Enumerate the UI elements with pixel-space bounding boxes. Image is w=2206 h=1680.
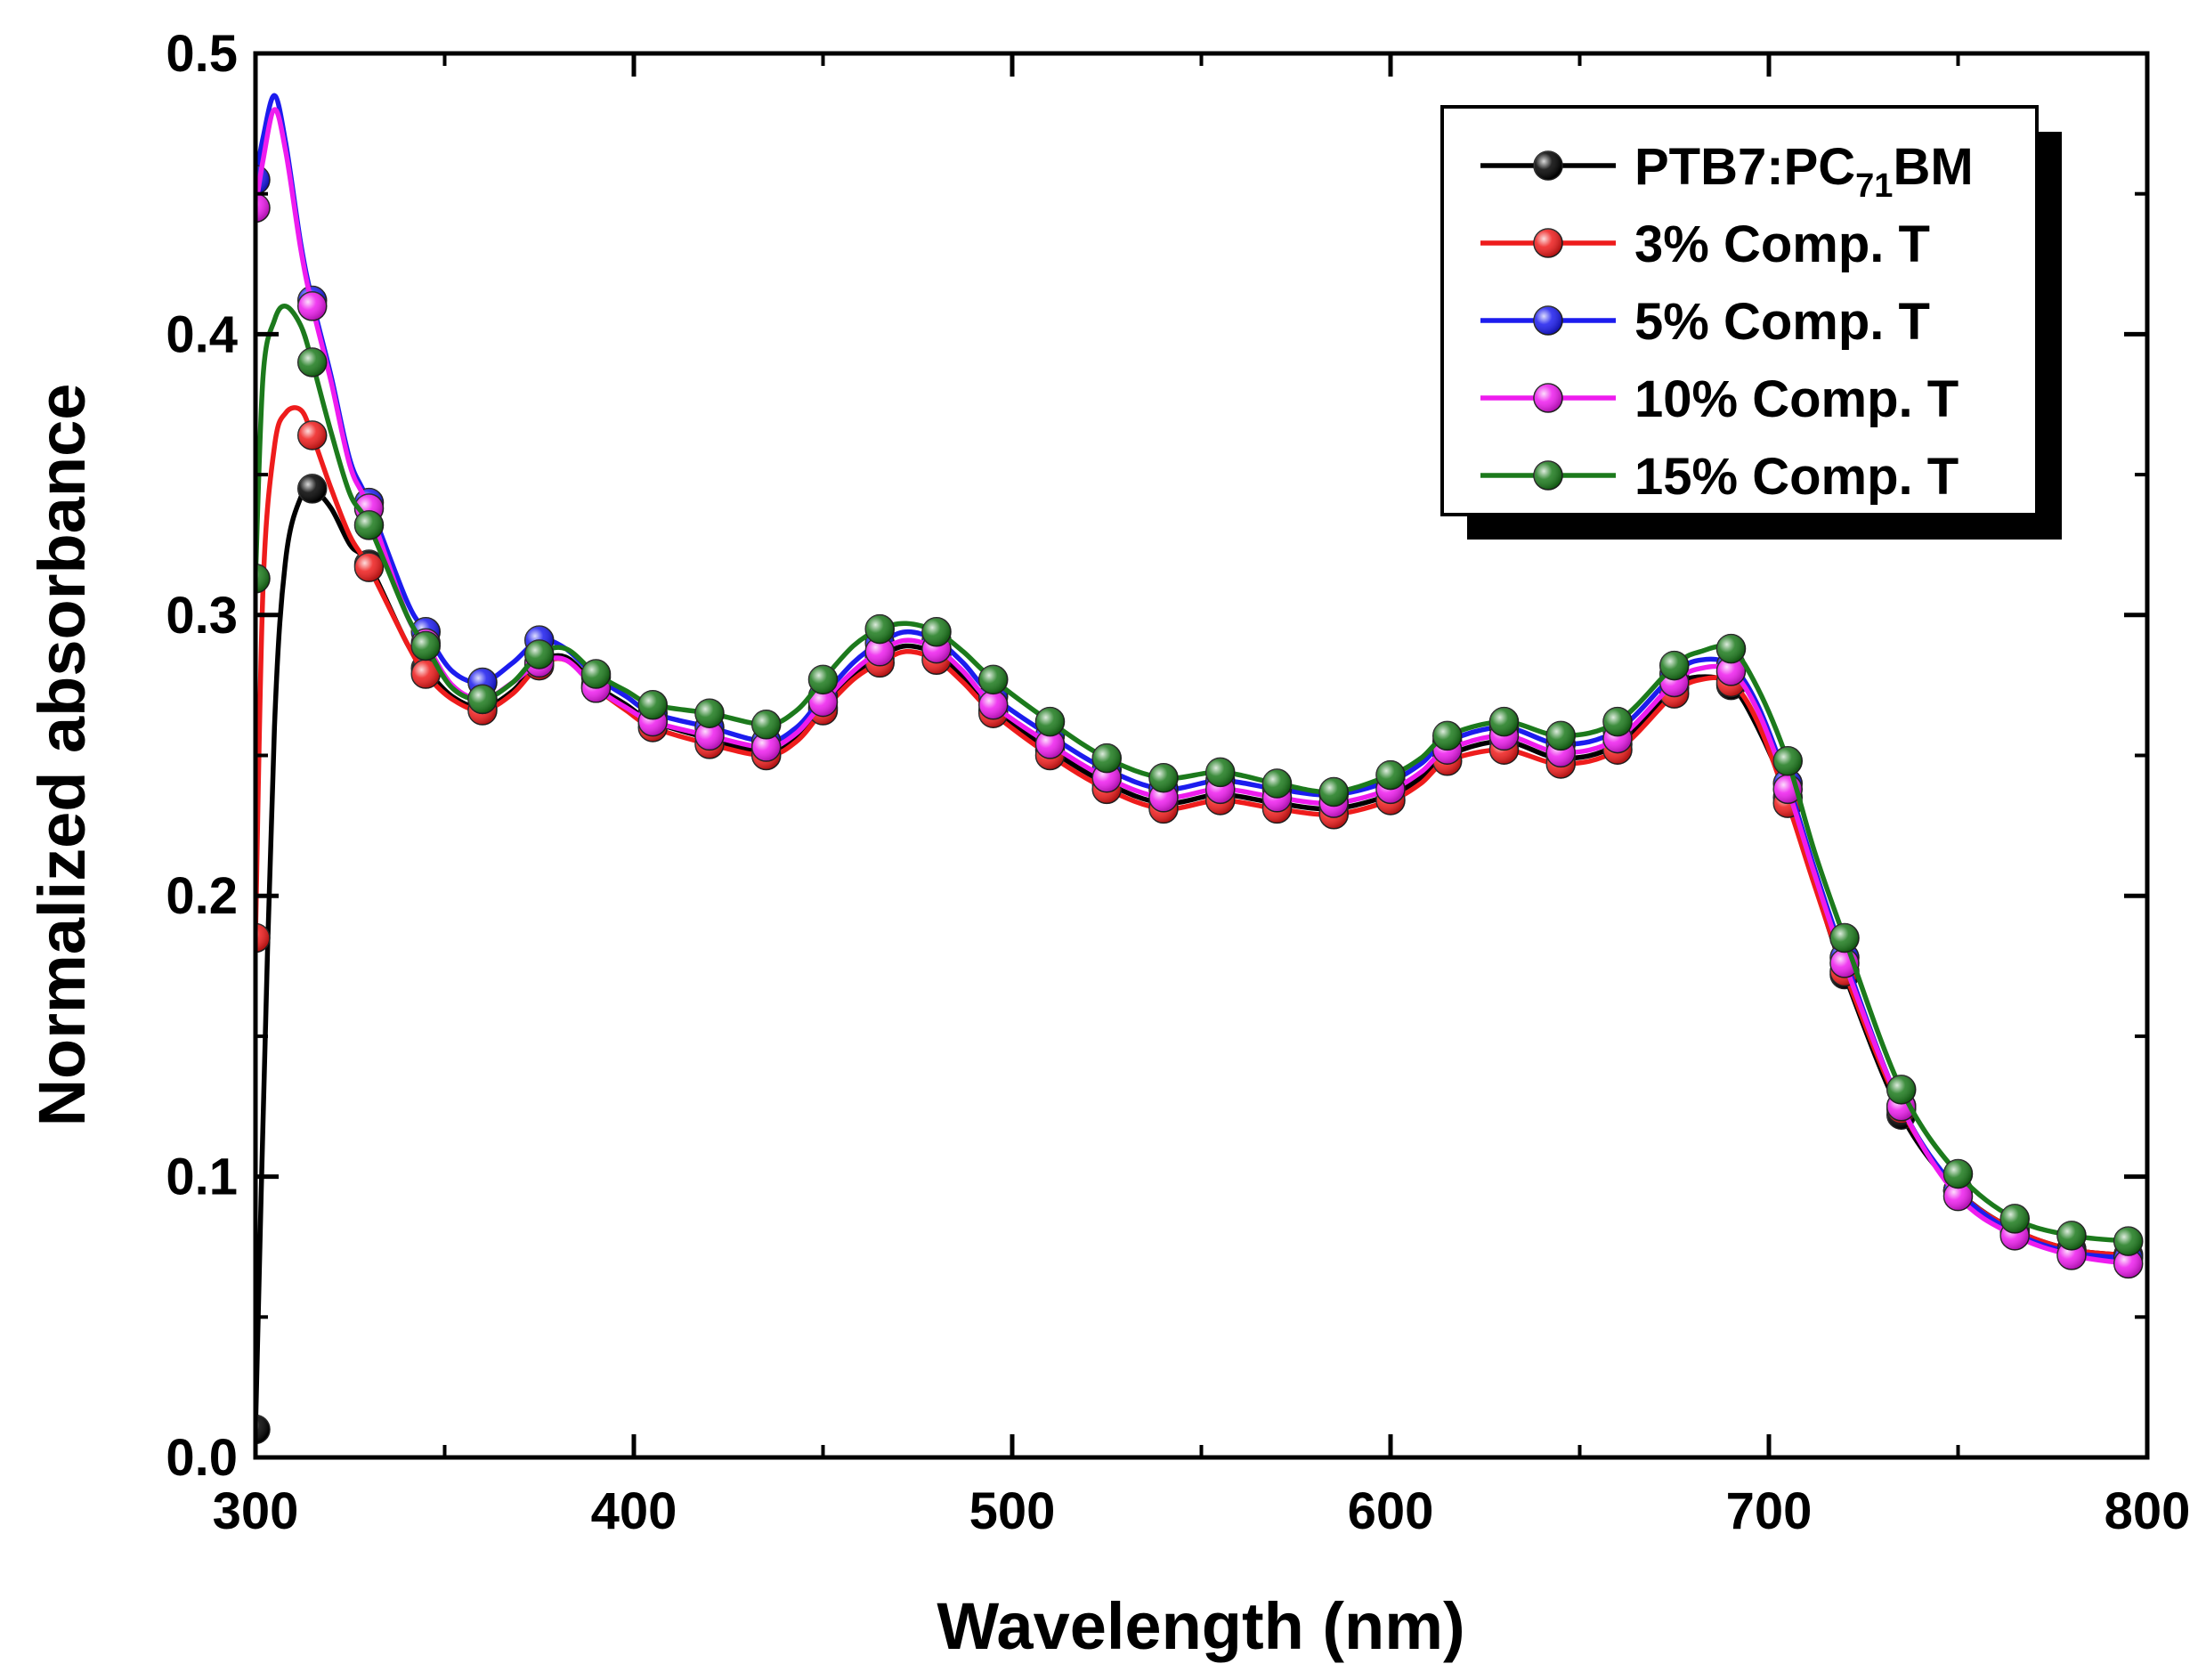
data-point-4-5 xyxy=(524,639,555,670)
data-point-4-18 xyxy=(1261,768,1293,799)
data-point-4-25 xyxy=(1659,650,1690,681)
data-point-4-31 xyxy=(1999,1204,2030,1234)
data-point-3-1 xyxy=(297,291,328,321)
axes: 300 400 500 600 700 800 0.0 0.1 0.2 0.3 0.4 0.5 xyxy=(166,25,2190,1540)
data-point-0-0 xyxy=(255,1414,271,1445)
data-point-4-24 xyxy=(1602,706,1633,737)
data-point-4-30 xyxy=(1942,1158,1974,1189)
legend-entry-4: 15% Comp. T xyxy=(1480,448,1959,506)
data-point-4-15 xyxy=(1091,743,1122,774)
data-point-4-3 xyxy=(410,630,441,661)
data-point-3-10 xyxy=(807,686,839,718)
data-point-3-8 xyxy=(694,720,725,751)
data-point-4-32 xyxy=(2056,1221,2087,1251)
x-axis-title: Wavelength (nm) xyxy=(937,1589,1464,1663)
data-point-4-20 xyxy=(1375,759,1406,791)
y-axis-title: Normalized absorbance xyxy=(25,384,99,1127)
data-point-4-27 xyxy=(1772,746,1803,776)
legend-label-3: 10% Comp. T xyxy=(1634,370,1959,428)
data-point-4-12 xyxy=(921,616,952,647)
series-line-3 xyxy=(255,107,2131,1267)
data-point-3-30 xyxy=(1942,1181,1974,1212)
data-point-4-6 xyxy=(580,659,612,689)
legend-entry-0: PTB7:PC71BM xyxy=(1480,138,1974,205)
legend-marker-4 xyxy=(1533,460,1563,491)
legend-entry-2: 5% Comp. T xyxy=(1480,293,1930,351)
data-point-1-1 xyxy=(297,420,328,450)
series-4 xyxy=(255,303,2144,1256)
y-tick-label-1: 0.1 xyxy=(166,1148,238,1206)
y-tick-label-2: 0.2 xyxy=(166,867,238,925)
data-point-0-1 xyxy=(297,474,328,504)
data-point-4-11 xyxy=(864,613,895,645)
x-tick-label-2: 500 xyxy=(969,1482,1056,1540)
data-point-4-17 xyxy=(1205,757,1236,788)
x-tick-label-0: 300 xyxy=(213,1482,299,1540)
data-point-4-23 xyxy=(1545,720,1576,751)
data-point-4-0 xyxy=(255,564,271,594)
data-point-1-3 xyxy=(410,659,441,689)
x-tick-label-5: 800 xyxy=(2105,1482,2191,1540)
data-point-4-29 xyxy=(1886,1075,1917,1105)
y-tick-label-4: 0.4 xyxy=(166,305,238,363)
data-point-4-16 xyxy=(1148,762,1179,793)
x-tick-label-3: 600 xyxy=(1348,1482,1434,1540)
data-point-3-33 xyxy=(2113,1248,2144,1279)
legend-label-4: 15% Comp. T xyxy=(1634,448,1959,506)
x-tick-label-4: 700 xyxy=(1726,1482,1813,1540)
legend-entry-1: 3% Comp. T xyxy=(1480,215,1930,273)
data-point-4-26 xyxy=(1715,633,1747,664)
legend-entry-3: 10% Comp. T xyxy=(1480,370,1959,428)
legend-marker-0 xyxy=(1533,150,1563,181)
x-tick-label-1: 400 xyxy=(591,1482,677,1540)
data-point-4-33 xyxy=(2113,1226,2144,1256)
legend-marker-1 xyxy=(1533,228,1563,258)
data-point-3-11 xyxy=(864,637,895,667)
data-point-3-13 xyxy=(978,689,1009,720)
data-point-4-19 xyxy=(1318,776,1349,808)
legend-label-1: 3% Comp. T xyxy=(1634,215,1930,273)
data-point-3-14 xyxy=(1034,729,1066,759)
data-point-3-9 xyxy=(751,732,782,762)
data-point-4-10 xyxy=(807,664,839,695)
data-point-4-4 xyxy=(467,684,498,715)
data-point-4-9 xyxy=(751,710,782,740)
y-tick-label-3: 0.3 xyxy=(166,587,238,645)
data-point-4-2 xyxy=(353,510,385,540)
data-point-3-0 xyxy=(255,192,271,223)
legend-entries: PTB7:PC71BM 3% Comp. T 5% Comp. T 10% Comp.… xyxy=(1480,138,1974,506)
legend-label-0: PTB7:PC71BM xyxy=(1634,138,1974,205)
data-point-1-2 xyxy=(353,552,385,582)
data-point-4-13 xyxy=(978,664,1009,695)
data-point-4-28 xyxy=(1829,922,1860,954)
y-tick-label-0: 0.0 xyxy=(166,1429,238,1487)
legend-marker-3 xyxy=(1533,383,1563,413)
legend: PTB7:PC71BM 3% Comp. T 5% Comp. T 10% Comp.… xyxy=(1440,105,2062,540)
data-point-4-14 xyxy=(1034,706,1066,737)
data-point-4-1 xyxy=(297,347,328,377)
data-point-4-22 xyxy=(1488,706,1520,737)
legend-label-2: 5% Comp. T xyxy=(1634,293,1930,351)
data-point-4-21 xyxy=(1432,720,1463,751)
data-point-4-8 xyxy=(694,698,725,728)
series-layer xyxy=(255,93,2144,1445)
data-point-4-7 xyxy=(637,689,668,720)
legend-marker-2 xyxy=(1533,305,1563,336)
y-tick-label-5: 0.5 xyxy=(166,25,238,83)
data-point-1-0 xyxy=(255,922,271,954)
